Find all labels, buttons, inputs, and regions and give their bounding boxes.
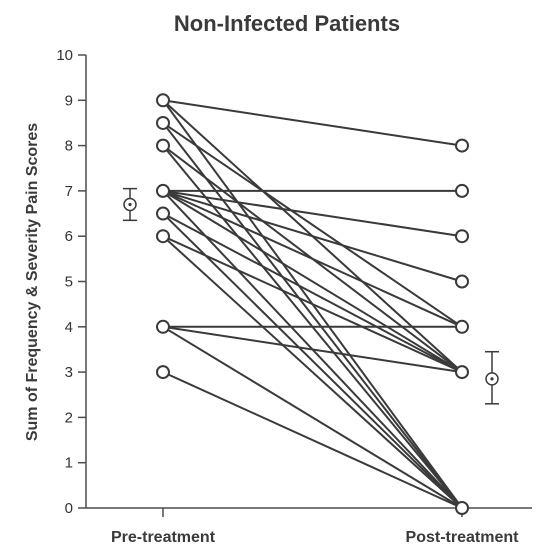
post-treatment-point <box>455 274 469 289</box>
patient-line <box>162 212 463 509</box>
patient-line <box>162 325 463 509</box>
y-tick-label: 4 <box>65 319 73 336</box>
y-tick-label: 0 <box>65 500 73 517</box>
pre-treatment-point <box>156 365 170 380</box>
y-ticks: 0 1 2 3 4 5 6 7 8 9 10 <box>56 47 86 517</box>
post-treatment-point <box>455 319 469 334</box>
chart-title: Non-Infected Patients <box>174 11 400 36</box>
post-treatment-point <box>455 365 469 380</box>
pre-treatment-point <box>156 319 170 334</box>
x-categories: Pre-treatment Post-treatment <box>111 508 519 546</box>
y-tick-label: 5 <box>65 274 73 291</box>
patient-line <box>162 235 463 509</box>
y-tick-label: 9 <box>65 92 73 109</box>
patient-line <box>162 212 463 373</box>
patient-line <box>162 189 463 328</box>
post-treatment-point <box>455 138 469 153</box>
patient-line <box>162 99 463 147</box>
pre-treatment-point <box>156 206 170 221</box>
pre-treatment-mean-dot <box>128 202 132 207</box>
post-treatment-point <box>455 183 469 198</box>
x-category-label: Post-treatment <box>406 529 520 546</box>
patient-line <box>162 325 463 374</box>
patient-line <box>162 371 463 509</box>
patient-lines <box>162 99 463 509</box>
pre-treatment-point <box>156 115 170 130</box>
post-treatment-point <box>455 229 469 244</box>
y-tick-label: 1 <box>65 455 73 472</box>
x-category-label: Pre-treatment <box>111 529 216 546</box>
y-tick-label: 6 <box>65 228 73 245</box>
patient-line <box>162 190 463 373</box>
y-tick-label: 10 <box>56 47 73 64</box>
patient-line <box>162 235 463 374</box>
post-treatment-point <box>455 501 469 515</box>
patient-line <box>162 122 463 509</box>
y-tick-label: 7 <box>65 183 73 200</box>
patient-points <box>156 93 469 515</box>
pre-treatment-point <box>156 183 170 198</box>
pre-treatment-point <box>156 229 170 244</box>
y-tick-label: 2 <box>65 409 73 426</box>
y-axis-label: Sum of Frequency & Severity Pain Scores <box>24 123 41 441</box>
patient-line <box>162 189 463 283</box>
pre-treatment-point <box>156 93 170 108</box>
pre-treatment-point <box>156 138 170 153</box>
patient-line <box>162 189 463 238</box>
patient-line <box>162 122 463 328</box>
post-treatment-mean-dot <box>490 377 494 381</box>
y-tick-label: 3 <box>65 364 73 381</box>
y-tick-label: 8 <box>65 138 73 155</box>
mean-error-bars <box>123 187 499 405</box>
